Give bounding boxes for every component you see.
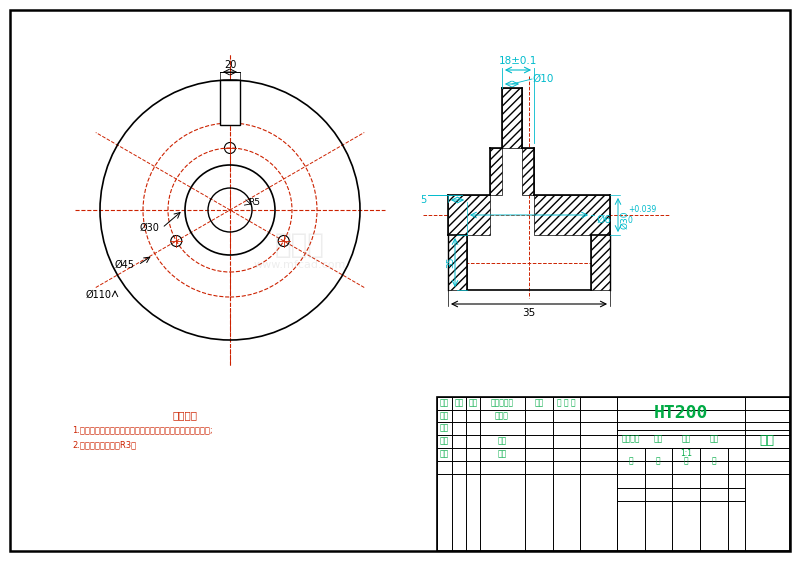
Text: 设计: 设计 [439, 412, 449, 421]
Text: 比例: 比例 [710, 435, 718, 444]
Polygon shape [534, 195, 610, 290]
Text: Ø30: Ø30 [139, 223, 159, 233]
Text: 共: 共 [629, 457, 634, 466]
Text: 第: 第 [684, 457, 688, 466]
Text: 标记: 标记 [439, 398, 449, 407]
Text: 分区: 分区 [468, 398, 478, 407]
Text: 垫盘: 垫盘 [759, 434, 774, 447]
Text: 18±0.1: 18±0.1 [499, 56, 537, 66]
Text: www.mfcad.com: www.mfcad.com [254, 260, 346, 270]
Text: Ø30: Ø30 [620, 211, 629, 229]
Text: 1:1: 1:1 [680, 449, 692, 458]
Text: HT200: HT200 [654, 404, 708, 422]
Text: 阶段标记: 阶段标记 [622, 435, 640, 444]
Polygon shape [448, 195, 490, 290]
Polygon shape [522, 148, 534, 195]
Text: 35: 35 [522, 308, 536, 318]
Text: 签号: 签号 [498, 436, 506, 445]
Text: 张: 张 [656, 457, 660, 466]
Text: Ø6: Ø6 [596, 215, 611, 225]
Bar [220, 80, 240, 125]
Text: Ø10: Ø10 [532, 74, 554, 84]
Polygon shape [490, 148, 502, 195]
Text: 2.未注明圆角为半径R3。: 2.未注明圆角为半径R3。 [72, 440, 136, 449]
Text: 沐风网: 沐风网 [275, 231, 325, 259]
Polygon shape [502, 88, 522, 148]
Text: 5: 5 [420, 195, 426, 205]
Text: 审核: 审核 [439, 424, 449, 433]
Text: R5: R5 [248, 197, 260, 206]
Text: +0.039
0: +0.039 0 [628, 205, 656, 225]
Text: 20: 20 [224, 60, 236, 70]
Text: 批准: 批准 [498, 449, 506, 458]
Text: 更改文件号: 更改文件号 [490, 398, 514, 407]
Text: 35: 35 [446, 257, 455, 268]
Text: 年 月 日: 年 月 日 [557, 398, 575, 407]
Text: Ø110: Ø110 [86, 290, 112, 300]
Bar [437, 397, 790, 551]
Text: 处数: 处数 [454, 398, 464, 407]
Text: 标准化: 标准化 [495, 412, 509, 421]
Text: 张: 张 [712, 457, 716, 466]
Text: 技术要求: 技术要求 [173, 410, 198, 420]
Text: 工艺: 工艺 [439, 449, 449, 458]
Text: 比例: 比例 [682, 435, 690, 444]
Text: 重量: 重量 [654, 435, 662, 444]
Text: 1.铸件不允许有裂纹、气孔、砂眼、缩松，夹渣、毛刺等缺陷;: 1.铸件不允许有裂纹、气孔、砂眼、缩松，夹渣、毛刺等缺陷; [72, 425, 213, 435]
Text: 签名: 签名 [534, 398, 544, 407]
Text: Ø45: Ø45 [115, 260, 135, 270]
Text: 审核: 审核 [439, 436, 449, 445]
